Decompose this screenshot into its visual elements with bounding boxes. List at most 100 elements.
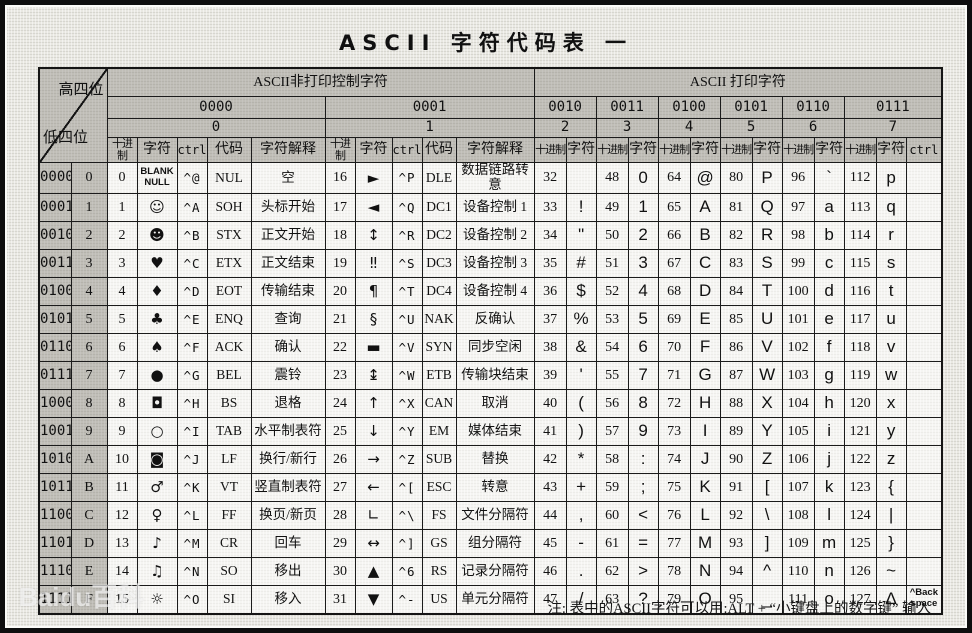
page-title: ASCII 字符代码表 一 bbox=[338, 31, 634, 55]
col-header-dec: 十进制 bbox=[106, 136, 138, 164]
table-cell-g4-dec: 75 bbox=[657, 472, 691, 502]
table-cell-g6-dec: 111 bbox=[781, 584, 815, 615]
table-cell-bin: 1011 bbox=[38, 472, 72, 502]
table-cell-g3-char: 0 bbox=[627, 162, 659, 194]
table-cell-g7-dec: 115 bbox=[843, 248, 877, 278]
table-cell-g6-dec: 106 bbox=[781, 444, 815, 474]
group-hex: 6 bbox=[781, 118, 845, 138]
table-cell-g0-char: ♥ bbox=[136, 248, 178, 278]
table-row: 1001 9 9 ○ ^I TAB 水平制表符 25 ↓ ^Y EM 媒体结束 41) 57 9 73 I 89 Y… bbox=[38, 416, 943, 446]
table-cell-g7-ctrl: ^Back space bbox=[905, 584, 943, 615]
table-cell-g0-dec: 14 bbox=[106, 556, 138, 586]
table-cell-g3-dec: 56 bbox=[595, 388, 629, 418]
table-cell-g4-char: N bbox=[689, 556, 721, 586]
table-cell-g0-desc: 回车 bbox=[250, 528, 326, 558]
table-cell-g7-dec: 120 bbox=[843, 388, 877, 418]
col-header-dec: 十进制 bbox=[533, 136, 567, 164]
table-cell-g7-dec: 118 bbox=[843, 332, 877, 362]
table-cell-g4-dec: 78 bbox=[657, 556, 691, 586]
section-print-label: ASCII 打印字符 bbox=[533, 67, 943, 97]
table-cell-g1-desc: 设备控制 3 bbox=[455, 248, 535, 278]
table-cell-g2-char: ) bbox=[565, 416, 597, 446]
table-row: 0101 5 5 ♣ ^E ENQ 查询 21 § ^U NAK 反确认 37% 53 5 69 E 85 U 101… bbox=[38, 304, 943, 334]
footnote: 注: 表中的ASCII字符可以用:ALT + “小键盘上的数字键” 输入 bbox=[547, 601, 931, 617]
table-cell-g6-dec: 96 bbox=[781, 162, 815, 194]
table-cell-g2-char: - bbox=[565, 528, 597, 558]
table-cell-g2-char: / bbox=[565, 584, 597, 615]
table-cell-g6-dec: 97 bbox=[781, 192, 815, 222]
table-cell-bin: 1111 bbox=[38, 584, 72, 615]
table-cell-g4-char: A bbox=[689, 192, 721, 222]
table-cell-g5-char: V bbox=[751, 332, 783, 362]
table-cell-g6-char: e bbox=[813, 304, 845, 334]
table-cell-g0-ctrl: ^G bbox=[176, 360, 208, 390]
table-cell-hex: 8 bbox=[70, 388, 108, 418]
table-cell-g7-ctrl bbox=[905, 220, 943, 250]
table-cell-g3-char: 3 bbox=[627, 248, 659, 278]
col-header-code: 代码 bbox=[421, 136, 457, 164]
table-cell-g1-desc: 单元分隔符 bbox=[455, 584, 535, 615]
table-cell-g0-dec: 0 bbox=[106, 162, 138, 194]
table-cell-g0-dec: 13 bbox=[106, 528, 138, 558]
table-cell-bin: 0111 bbox=[38, 360, 72, 390]
table-cell-bin: 0100 bbox=[38, 276, 72, 306]
table-cell-g1-ctrl: ^X bbox=[391, 388, 423, 418]
table-cell-g5-char: \ bbox=[751, 500, 783, 530]
table-cell-g1-code: RS bbox=[421, 556, 457, 586]
col-header-char: 字符 bbox=[136, 136, 178, 164]
table-cell-g0-char: ♀ bbox=[136, 500, 178, 530]
table-cell-g0-desc: 竖直制表符 bbox=[250, 472, 326, 502]
table-cell-g4-char: L bbox=[689, 500, 721, 530]
table-cell-g2-dec: 34 bbox=[533, 220, 567, 250]
table-cell-g2-char bbox=[565, 162, 597, 194]
table-cell-g2-char: ' bbox=[565, 360, 597, 390]
table-cell-g2-dec: 32 bbox=[533, 162, 567, 194]
table-cell-g1-char: ↨ bbox=[354, 360, 393, 390]
table-cell-g5-dec: 85 bbox=[719, 304, 753, 334]
table-cell-g7-char: | bbox=[875, 500, 907, 530]
table-cell-g7-ctrl bbox=[905, 444, 943, 474]
table-cell-g2-dec: 35 bbox=[533, 248, 567, 278]
col-header-char: 字符 bbox=[565, 136, 597, 164]
table-cell-g0-dec: 4 bbox=[106, 276, 138, 306]
table-cell-g1-dec: 16 bbox=[324, 162, 356, 194]
table-cell-g0-ctrl: ^D bbox=[176, 276, 208, 306]
table-cell-g0-code: SO bbox=[206, 556, 252, 586]
table-cell-bin: 1010 bbox=[38, 444, 72, 474]
table-cell-g0-dec: 11 bbox=[106, 472, 138, 502]
table-cell-g0-dec: 8 bbox=[106, 388, 138, 418]
table-cell-g6-char: g bbox=[813, 360, 845, 390]
table-cell-g0-desc: 空 bbox=[250, 162, 326, 194]
table-cell-g7-ctrl bbox=[905, 416, 943, 446]
table-cell-g0-desc: 传输结束 bbox=[250, 276, 326, 306]
table-cell-g0-ctrl: ^A bbox=[176, 192, 208, 222]
table-cell-g7-ctrl bbox=[905, 162, 943, 194]
low-nibble-label: 低四位 bbox=[43, 129, 89, 146]
table-cell-g6-char: l bbox=[813, 500, 845, 530]
table-cell-g0-desc: 震铃 bbox=[250, 360, 326, 390]
table-cell-g0-code: LF bbox=[206, 444, 252, 474]
table-cell-g0-char: ◙ bbox=[136, 444, 178, 474]
table-cell-g3-char: < bbox=[627, 500, 659, 530]
table-cell-g7-ctrl bbox=[905, 248, 943, 278]
table-cell-g6-dec: 102 bbox=[781, 332, 815, 362]
table-cell-g0-ctrl: ^E bbox=[176, 304, 208, 334]
table-cell-g1-ctrl: ^[ bbox=[391, 472, 423, 502]
table-cell-g7-char: x bbox=[875, 388, 907, 418]
table-cell-g7-char: y bbox=[875, 416, 907, 446]
table-row: 0111 7 7 ● ^G BEL 震铃 23 ↨ ^W ETB 传输块结束 39 ' 55 7 71 G 87 W 1… bbox=[38, 360, 943, 390]
table-cell-g7-char: q bbox=[875, 192, 907, 222]
section-control-label: ASCII非打印控制字符 bbox=[106, 67, 535, 97]
table-cell-hex: F bbox=[70, 584, 108, 615]
table-cell-bin: 1100 bbox=[38, 500, 72, 530]
table-cell-g0-ctrl: ^I bbox=[176, 416, 208, 446]
table-cell-g3-dec: 55 bbox=[595, 360, 629, 390]
table-cell-g1-dec: 19 bbox=[324, 248, 356, 278]
table-cell-g5-dec: 92 bbox=[719, 500, 753, 530]
table-cell-g1-dec: 25 bbox=[324, 416, 356, 446]
table-cell-hex: 7 bbox=[70, 360, 108, 390]
table-cell-g1-char: ↓ bbox=[354, 416, 393, 446]
table-cell-g1-code: EM bbox=[421, 416, 457, 446]
table-cell-g0-ctrl: ^J bbox=[176, 444, 208, 474]
table-cell-g2-dec: 45 bbox=[533, 528, 567, 558]
